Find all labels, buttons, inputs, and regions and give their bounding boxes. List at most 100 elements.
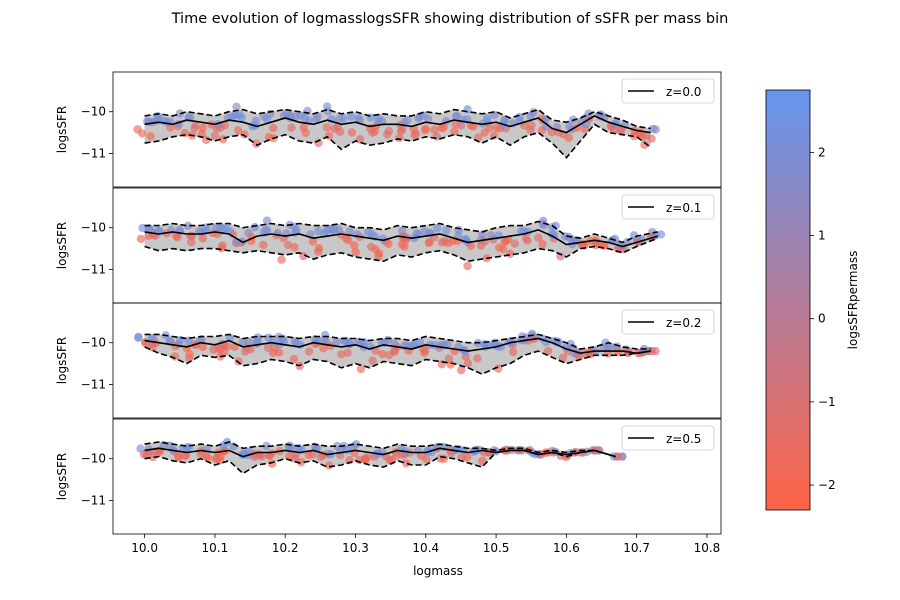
scatter-point <box>430 125 439 134</box>
scatter-point <box>290 243 299 252</box>
y-tick-label: −11 <box>81 147 106 161</box>
scatter-point <box>613 347 623 357</box>
scatter-point <box>262 216 272 225</box>
scatter-point <box>613 452 622 461</box>
scatter-point <box>543 346 553 356</box>
upper-percentile-line <box>144 220 658 244</box>
scatter-point <box>212 222 221 232</box>
scatter-point <box>457 365 466 375</box>
scatter-point <box>362 453 372 462</box>
y-tick-label: −10 <box>81 221 106 235</box>
scatter-point <box>485 123 494 133</box>
scatter-point <box>238 337 247 347</box>
legend-box <box>621 309 715 335</box>
scatter-point <box>474 133 483 142</box>
panel-1: −10 −11 logsSFR z=0.0 <box>55 71 722 188</box>
colorbar-tick-label: −1 <box>818 395 836 409</box>
scatter-point <box>341 234 351 243</box>
legend-box <box>621 425 715 451</box>
scatter-point <box>154 114 164 123</box>
scatter-point <box>151 339 160 348</box>
scatter-point <box>383 130 392 139</box>
x-tick-label: 10.8 <box>694 541 721 555</box>
scatter-point <box>463 261 472 271</box>
scatter-point <box>183 221 193 230</box>
y-axis-label: logsSFR <box>55 453 69 500</box>
scatter-point <box>439 454 449 463</box>
scatter-point <box>508 348 518 357</box>
scatter-point <box>283 240 293 250</box>
scatter-point <box>287 123 296 132</box>
colorbar-tick-label: 2 <box>818 145 826 159</box>
scatter-point <box>337 350 346 359</box>
scatter-point <box>187 231 197 241</box>
scatter-point <box>378 349 387 359</box>
scatter-point <box>170 352 180 361</box>
scatter-point <box>324 461 334 470</box>
x-tick-label: 10.4 <box>412 541 439 555</box>
scatter-point <box>174 453 183 462</box>
scatter-point <box>233 126 243 135</box>
scatter-point <box>339 114 348 123</box>
scatter-point <box>278 334 287 343</box>
scatter-point <box>430 341 439 350</box>
y-tick-label: −11 <box>81 494 106 508</box>
scatter-point <box>601 338 610 347</box>
scatter-point <box>313 247 323 256</box>
colorbar-label: logsSFRpermass <box>846 251 860 350</box>
scatter-point <box>347 112 356 122</box>
scatter-point <box>181 452 190 461</box>
scatter-point <box>203 453 213 463</box>
scatter-point <box>640 140 649 149</box>
scatter-point <box>296 340 305 349</box>
scatter-point <box>234 357 243 366</box>
scatter-point <box>558 353 568 363</box>
scatter-point <box>349 241 359 250</box>
scatter-point <box>374 117 383 126</box>
scatter-point <box>378 234 388 243</box>
scatter-point <box>186 238 196 247</box>
legend-label: z=0.2 <box>666 316 701 330</box>
scatter-point <box>415 338 425 347</box>
scatter-point <box>312 114 321 123</box>
x-tick-label: 10.0 <box>131 541 158 555</box>
scatter-point <box>477 456 487 466</box>
scatter-point <box>371 346 380 355</box>
scatter-point <box>423 114 433 124</box>
scatter-point <box>198 234 207 243</box>
y-tick-label: −10 <box>81 452 106 466</box>
scatter-point <box>289 354 299 364</box>
median-line <box>144 114 651 134</box>
scatter-point <box>244 338 254 347</box>
scatter-point <box>304 347 314 356</box>
legend-box <box>621 78 715 104</box>
lower-percentile-line <box>144 237 658 263</box>
percentile-band <box>144 442 616 474</box>
scatter-point <box>548 223 557 232</box>
scatter-point <box>547 127 557 137</box>
scatter-point <box>274 348 284 357</box>
scatter-point <box>349 442 358 451</box>
colorbar-ticks: 2 1 0 −1 −2 <box>810 145 836 492</box>
scatter-point <box>259 240 268 250</box>
scatter-point <box>320 335 329 345</box>
median-line <box>144 228 658 248</box>
scatter-point <box>500 237 510 246</box>
median-line <box>144 337 651 355</box>
scatter-point <box>466 241 476 251</box>
scatter-point <box>412 229 421 238</box>
scatter-point <box>324 131 334 141</box>
y-axis-label: logsSFR <box>55 106 69 153</box>
scatter-point <box>366 242 376 251</box>
scatter-point <box>542 122 551 131</box>
scatter-point <box>301 128 310 138</box>
y-tick-label: −11 <box>81 263 106 277</box>
legend-label: z=0.0 <box>666 85 701 99</box>
scatter-point <box>330 227 339 236</box>
scatter-point <box>322 226 331 235</box>
scatter-point <box>332 337 341 347</box>
scatter-point <box>510 239 520 248</box>
legend-box <box>621 194 715 220</box>
scatter-point <box>494 364 503 373</box>
scatter-point <box>210 131 220 141</box>
